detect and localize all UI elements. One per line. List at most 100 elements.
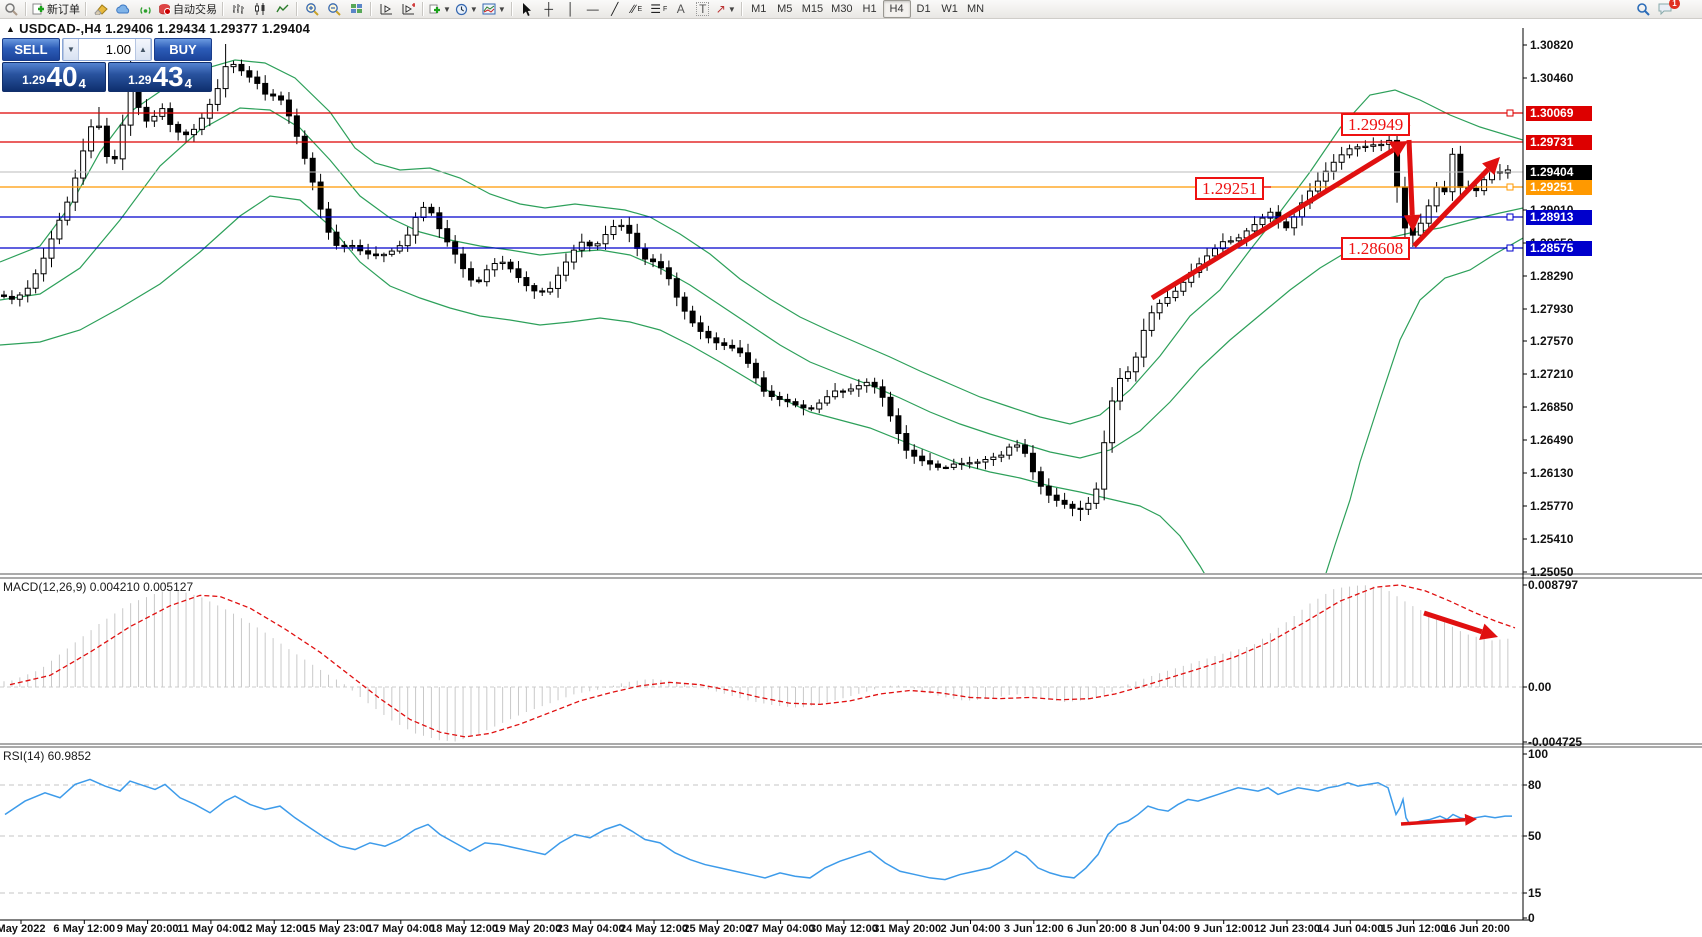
bull-candle	[855, 385, 862, 390]
text-tool-icon: A	[676, 2, 685, 16]
bull-candle	[594, 243, 601, 247]
trend-arrow[interactable]	[1423, 610, 1483, 635]
bear-candle	[768, 390, 775, 398]
timeframe-d1-button[interactable]: D1	[916, 3, 931, 15]
volume-increase-button[interactable]: ▲	[135, 39, 151, 60]
bull-candle	[863, 381, 870, 387]
trend-arrow[interactable]	[1412, 167, 1490, 248]
new-order-button[interactable]: 新订单	[30, 1, 82, 17]
crosshair-icon: ┼	[544, 2, 554, 16]
periods-button[interactable]: ▼	[453, 1, 480, 17]
new-order-icon	[32, 3, 44, 14]
timeframe-m1-button[interactable]: M1	[751, 3, 767, 15]
auto-scroll-button[interactable]	[375, 1, 397, 17]
bollinger-lower-band	[0, 195, 1523, 573]
timeframe-w1-button[interactable]: W1	[941, 3, 958, 15]
signal-button[interactable]	[134, 1, 156, 17]
sell-button[interactable]: SELL	[2, 38, 60, 61]
timeframe-h4-button[interactable]: H4	[882, 0, 911, 18]
toolbar-separator	[422, 2, 424, 16]
price-annotation[interactable]: 1.29251	[1195, 177, 1265, 200]
timeframe-m5-button[interactable]: M5	[777, 3, 793, 15]
chart-shift-button[interactable]	[397, 1, 419, 17]
bull-candle	[40, 257, 47, 275]
add-indicator-button[interactable]: ▼	[427, 1, 453, 17]
line-handle[interactable]	[1506, 183, 1514, 191]
bull-candle	[190, 128, 197, 136]
text-label-tool-button[interactable]: T	[692, 1, 714, 17]
bear-candle	[760, 377, 767, 392]
horizontal-line-tool-button[interactable]: —	[582, 1, 604, 17]
line-chart-mode-button[interactable]	[271, 1, 293, 17]
cloud-button[interactable]	[112, 1, 134, 17]
bull-candle	[388, 250, 395, 255]
rsi-line	[4, 778, 1512, 881]
arrows-tool-button[interactable]: ↗ ▼	[714, 1, 738, 17]
styler-button[interactable]	[90, 1, 112, 17]
vertical-line-tool-button[interactable]: │	[560, 1, 582, 17]
timeframe-h1-button[interactable]: H1	[862, 3, 877, 15]
bull-candle	[72, 177, 79, 203]
bear-candle	[871, 381, 878, 388]
volume-decrease-button[interactable]: ▼	[63, 39, 79, 60]
time-axis-label: 6 Jun 20:00	[1067, 923, 1128, 935]
bar-chart-mode-button[interactable]	[227, 1, 249, 17]
bull-candle	[610, 226, 617, 236]
bull-candle	[1417, 222, 1424, 236]
price-annotation[interactable]: 1.28608	[1341, 237, 1411, 260]
chart-search-icon[interactable]	[0, 1, 22, 17]
timeframe-m30-button[interactable]: M30	[831, 3, 853, 15]
toolbar-separator	[222, 2, 224, 16]
line-handle[interactable]	[1506, 109, 1514, 117]
autotrading-button[interactable]: 自动交易	[156, 1, 219, 17]
trend-arrow-head	[1464, 813, 1477, 826]
timeframe-mn-button[interactable]: MN	[967, 3, 985, 15]
channel-tool-button[interactable]: ∕∕ E	[626, 1, 648, 17]
trend-arrow[interactable]	[1400, 818, 1466, 826]
line-chart-icon	[275, 4, 288, 13]
bull-candle	[206, 103, 213, 119]
line-handle[interactable]	[1506, 244, 1514, 252]
time-axis-label: 15 Jun 12:00	[1380, 923, 1447, 935]
notifications-button[interactable]: 1	[1654, 0, 1680, 17]
buy-button[interactable]: BUY	[154, 38, 212, 61]
trend-arrow[interactable]	[1406, 139, 1415, 216]
bear-candle	[270, 93, 277, 97]
time-axis-label: 23 May 04:00	[556, 923, 625, 935]
volume-input[interactable]	[79, 39, 135, 60]
search-button[interactable]	[1632, 1, 1654, 17]
price-annotation[interactable]: 1.29949	[1341, 113, 1411, 136]
time-axis-label: 11 May 04:00	[177, 923, 245, 935]
trend-arrow[interactable]	[1150, 147, 1395, 301]
line-handle[interactable]	[1506, 213, 1514, 221]
tile-windows-button[interactable]	[345, 1, 367, 17]
candle-chart-mode-button[interactable]	[249, 1, 271, 17]
collapse-triangle-icon[interactable]: ▲	[6, 24, 16, 34]
bear-candle	[737, 347, 744, 354]
bear-candle	[8, 295, 15, 300]
bear-candle	[460, 253, 467, 270]
arrows-tool-icon: ↗	[715, 2, 726, 16]
sell-price-panel[interactable]: 1.29 40 4	[2, 62, 106, 92]
bull-candle	[1172, 290, 1179, 299]
zoom-in-button[interactable]	[301, 1, 323, 17]
dropdown-caret-icon: ▼	[469, 4, 478, 14]
trend-arrow-head	[1479, 623, 1498, 640]
buy-price-panel[interactable]: 1.29 43 4	[108, 62, 212, 92]
fibonacci-tool-button[interactable]: ☰ F	[648, 1, 670, 17]
bull-candle	[1370, 144, 1377, 147]
price-axis-tick: 1.26850	[1530, 400, 1574, 414]
timeframe-m15-button[interactable]: M15	[801, 3, 824, 15]
cursor-tool-button[interactable]	[516, 1, 538, 17]
sell-price-big: 40	[46, 61, 78, 92]
bull-candle	[1164, 297, 1171, 304]
zoom-out-button[interactable]	[323, 1, 345, 17]
trendline-tool-button[interactable]: ╱	[604, 1, 626, 17]
bear-candle	[942, 466, 949, 470]
bull-candle	[998, 454, 1005, 458]
text-tool-button[interactable]: A	[670, 1, 692, 17]
templates-button[interactable]: ▼	[480, 1, 508, 17]
toolbar-separator	[85, 2, 87, 16]
crosshair-tool-button[interactable]: ┼	[538, 1, 560, 17]
